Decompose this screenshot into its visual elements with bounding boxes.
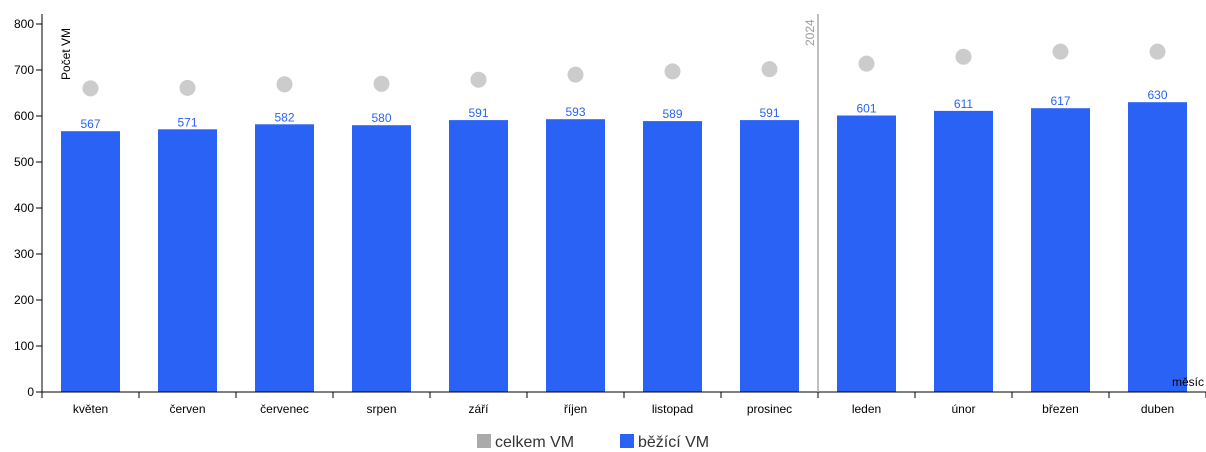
bar-value-label: 630 bbox=[1147, 88, 1167, 102]
x-tick-label: leden bbox=[852, 402, 881, 416]
x-tick-label: prosinec bbox=[747, 402, 792, 416]
bar-value-label: 611 bbox=[954, 97, 973, 111]
x-tick-label: únor bbox=[951, 402, 975, 416]
y-tick-label: 100 bbox=[14, 339, 34, 353]
y-tick-label: 800 bbox=[14, 17, 34, 31]
bar-value-label: 601 bbox=[856, 102, 876, 116]
legend-label-bezici[interactable]: běžící VM bbox=[638, 434, 709, 451]
x-tick-label: květen bbox=[73, 402, 108, 416]
bar-9[interactable] bbox=[837, 115, 896, 393]
bar-value-label: 591 bbox=[468, 106, 488, 120]
x-tick-label: srpen bbox=[366, 402, 396, 416]
x-axis: květen červen červenec srpen září říjen listop… bbox=[41, 391, 1206, 416]
dot-4[interactable] bbox=[373, 75, 390, 92]
x-tick-label: březen bbox=[1042, 402, 1079, 416]
y-axis: 0 100 200 300 400 500 600 700 800 bbox=[14, 14, 43, 399]
y-tick-label: 0 bbox=[27, 385, 34, 399]
bar-value-label: 593 bbox=[565, 105, 585, 119]
dots-layer bbox=[82, 43, 1166, 97]
dot-7[interactable] bbox=[664, 63, 681, 80]
bar-6[interactable] bbox=[546, 119, 605, 392]
y-tick-label: 300 bbox=[14, 247, 34, 261]
bar-8[interactable] bbox=[740, 120, 799, 392]
x-axis-title: měsíc bbox=[1172, 375, 1204, 389]
dot-3[interactable] bbox=[276, 76, 293, 93]
bar-value-label: 589 bbox=[662, 107, 682, 121]
x-tick-label: červenec bbox=[260, 402, 309, 416]
bar-11[interactable] bbox=[1031, 108, 1090, 392]
bar-12[interactable] bbox=[1128, 102, 1187, 392]
bars-layer bbox=[61, 102, 1187, 393]
legend-swatch-bezici[interactable] bbox=[620, 434, 634, 448]
dot-6[interactable] bbox=[567, 66, 584, 83]
bar-value-label: 580 bbox=[371, 111, 391, 125]
x-tick-label: duben bbox=[1141, 402, 1174, 416]
x-tick-label: říjen bbox=[564, 402, 587, 416]
x-tick-label: září bbox=[468, 402, 489, 416]
y-axis-title: Počet VM bbox=[59, 28, 73, 80]
dot-2[interactable] bbox=[179, 79, 196, 96]
bar-10[interactable] bbox=[934, 110, 993, 393]
y-tick-label: 400 bbox=[14, 201, 34, 215]
bar-4[interactable] bbox=[352, 125, 411, 392]
bar-3[interactable] bbox=[255, 124, 314, 393]
dot-9[interactable] bbox=[858, 55, 875, 72]
x-tick-label: červen bbox=[169, 402, 205, 416]
dot-8[interactable] bbox=[761, 61, 778, 78]
dot-11[interactable] bbox=[1052, 43, 1069, 60]
bar-value-label: 567 bbox=[80, 117, 100, 131]
bar-2[interactable] bbox=[158, 129, 217, 393]
bar-value-label: 582 bbox=[274, 110, 294, 124]
legend-swatch-celkem[interactable] bbox=[477, 434, 491, 448]
x-tick-label: listopad bbox=[652, 402, 693, 416]
y-tick-label: 500 bbox=[14, 155, 34, 169]
bar-value-label: 571 bbox=[177, 115, 197, 129]
dot-12[interactable] bbox=[1149, 43, 1166, 60]
dot-5[interactable] bbox=[470, 71, 487, 88]
year-annotation: 2024 bbox=[803, 19, 817, 46]
dot-10[interactable] bbox=[955, 48, 972, 65]
y-tick-label: 700 bbox=[14, 63, 34, 77]
bar-7[interactable] bbox=[643, 121, 702, 392]
legend-label-celkem[interactable]: celkem VM bbox=[495, 434, 574, 451]
bar-5[interactable] bbox=[449, 120, 508, 392]
bar-value-label: 591 bbox=[759, 106, 779, 120]
bar-value-label: 617 bbox=[1050, 94, 1070, 108]
legend: celkem VM běžící VM bbox=[477, 434, 709, 451]
y-tick-label: 200 bbox=[14, 293, 34, 307]
y-tick-label: 600 bbox=[14, 109, 34, 123]
dot-1[interactable] bbox=[82, 80, 99, 97]
bar-1[interactable] bbox=[61, 131, 120, 392]
value-labels-layer: 567 571 582 580 591 593 589 591 601 611 617 630 bbox=[80, 88, 1167, 131]
